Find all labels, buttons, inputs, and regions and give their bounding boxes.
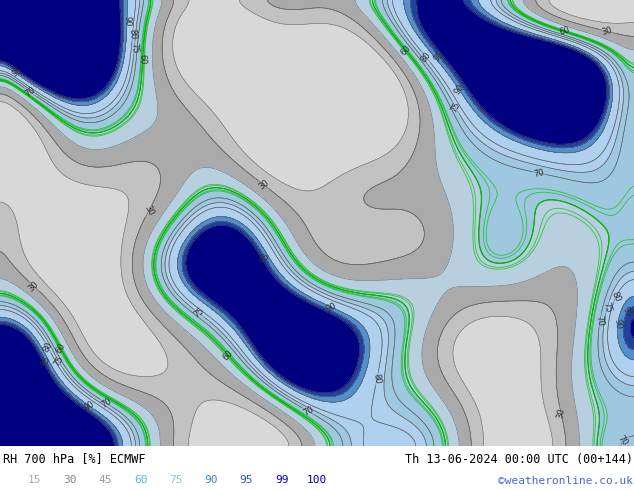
- Text: 75: 75: [169, 475, 183, 485]
- Text: 99: 99: [275, 475, 288, 485]
- Text: 95: 95: [259, 251, 271, 265]
- Text: 70: 70: [533, 168, 545, 178]
- Text: 60: 60: [54, 341, 67, 355]
- Text: 70: 70: [100, 397, 113, 410]
- Text: 60: 60: [558, 25, 571, 37]
- Text: 60: 60: [221, 348, 235, 362]
- Text: 95: 95: [432, 50, 446, 64]
- Text: ©weatheronline.co.uk: ©weatheronline.co.uk: [498, 476, 633, 487]
- Text: 90: 90: [122, 16, 132, 26]
- Text: 60: 60: [138, 54, 147, 65]
- Text: 90: 90: [325, 301, 338, 314]
- Text: 45: 45: [99, 475, 112, 485]
- Text: 80: 80: [419, 50, 432, 64]
- Text: 95: 95: [240, 475, 253, 485]
- Text: 80: 80: [372, 373, 382, 385]
- Text: Th 13-06-2024 00:00 UTC (00+144): Th 13-06-2024 00:00 UTC (00+144): [404, 453, 633, 466]
- Text: 30: 30: [27, 279, 41, 293]
- Text: 90: 90: [453, 83, 466, 97]
- Text: 80: 80: [610, 290, 623, 303]
- Text: 95: 95: [621, 305, 634, 318]
- Text: 75: 75: [192, 306, 206, 320]
- Text: 70: 70: [616, 434, 630, 448]
- Text: 95: 95: [11, 65, 24, 78]
- Text: RH 700 hPa [%] ECMWF: RH 700 hPa [%] ECMWF: [3, 453, 146, 466]
- Text: 30: 30: [600, 25, 613, 37]
- Text: 75: 75: [602, 301, 613, 314]
- Text: 90: 90: [613, 318, 623, 329]
- Text: 100: 100: [307, 475, 327, 485]
- Text: 75: 75: [52, 355, 65, 368]
- Text: 75: 75: [129, 42, 139, 53]
- Text: 90: 90: [82, 399, 96, 412]
- Text: 70: 70: [301, 405, 315, 418]
- Text: 75: 75: [449, 100, 462, 114]
- Text: 30: 30: [63, 475, 77, 485]
- Text: 80: 80: [127, 28, 138, 40]
- Text: 30: 30: [143, 203, 155, 217]
- Text: 95: 95: [39, 354, 52, 368]
- Text: 70: 70: [595, 315, 605, 327]
- Text: 15: 15: [28, 475, 42, 485]
- Text: 60: 60: [399, 44, 413, 58]
- Text: 70: 70: [23, 85, 37, 98]
- Text: 30: 30: [555, 407, 567, 419]
- Text: 80: 80: [41, 340, 54, 354]
- Text: 30: 30: [257, 178, 271, 192]
- Text: 60: 60: [134, 475, 148, 485]
- Text: 90: 90: [204, 475, 218, 485]
